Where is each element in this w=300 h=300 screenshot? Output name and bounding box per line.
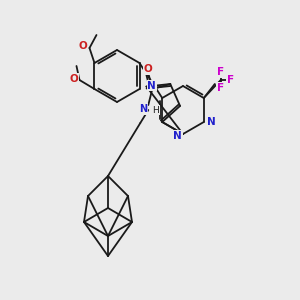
Text: F: F <box>217 83 224 93</box>
Text: F: F <box>217 67 224 77</box>
Text: H: H <box>152 106 159 115</box>
Text: O: O <box>144 64 153 74</box>
Text: N: N <box>207 117 215 127</box>
Text: N: N <box>139 104 147 114</box>
Text: N: N <box>147 80 156 91</box>
Text: O: O <box>70 74 79 84</box>
Text: N: N <box>173 131 182 141</box>
Text: O: O <box>79 41 88 51</box>
Text: F: F <box>227 75 234 85</box>
